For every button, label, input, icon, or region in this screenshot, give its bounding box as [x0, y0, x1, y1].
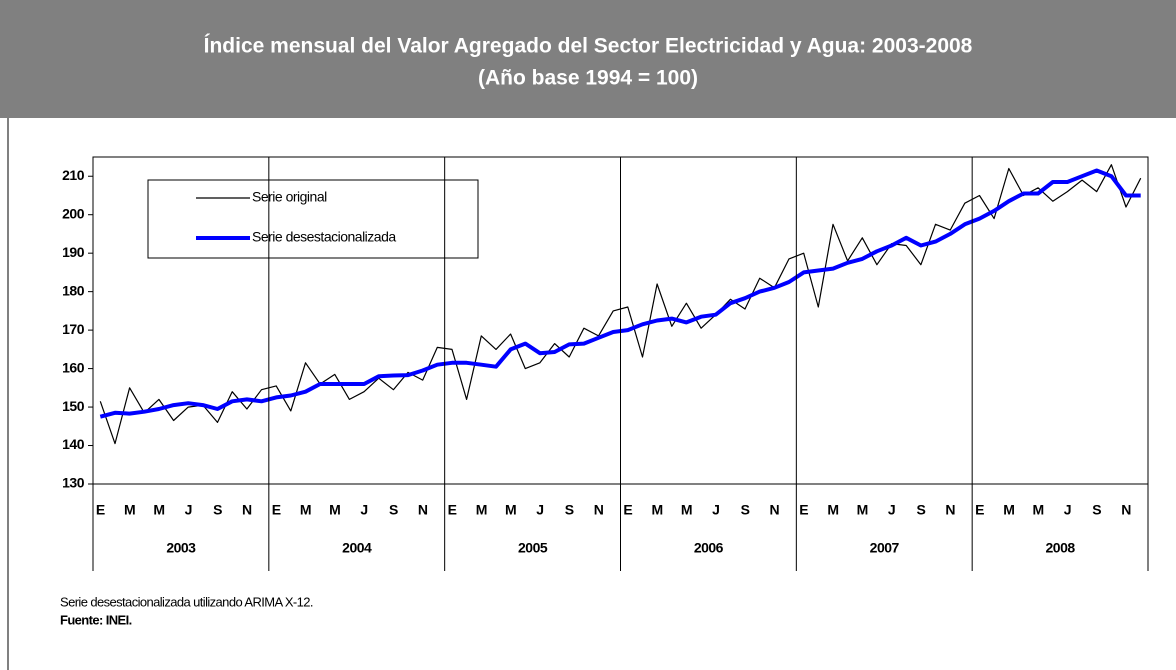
y-tick-label: 190	[62, 244, 85, 260]
x-tick-label: J	[1064, 502, 1071, 518]
y-tick-label: 160	[62, 359, 85, 375]
x-tick-label: J	[360, 502, 367, 518]
y-tick-label: 210	[62, 167, 85, 183]
x-tick-label: J	[536, 502, 543, 518]
x-tick-label: M	[124, 502, 135, 518]
x-tick-label: M	[153, 502, 164, 518]
y-tick-label: 150	[62, 398, 85, 414]
x-tick-label: E	[623, 502, 632, 518]
x-tick-label: S	[213, 502, 222, 518]
x-tick-label: M	[827, 502, 838, 518]
y-tick-label: 200	[62, 205, 85, 221]
x-tick-label: N	[770, 502, 780, 518]
x-tick-label: M	[300, 502, 311, 518]
x-tick-label: N	[1121, 502, 1131, 518]
x-tick-label: S	[916, 502, 925, 518]
year-label: 2004	[342, 540, 372, 556]
x-tick-label: E	[448, 502, 457, 518]
x-tick-label: E	[799, 502, 808, 518]
legend-box	[147, 179, 479, 259]
year-label: 2007	[870, 540, 900, 556]
x-tick-label: E	[975, 502, 984, 518]
x-tick-label: J	[185, 502, 192, 518]
x-tick-label: J	[712, 502, 719, 518]
x-tick-label: S	[389, 502, 398, 518]
x-tick-label: N	[594, 502, 604, 518]
y-tick-label: 170	[62, 321, 85, 337]
x-tick-label: M	[1003, 502, 1014, 518]
x-tick-label: E	[272, 502, 281, 518]
x-tick-label: M	[681, 502, 692, 518]
chart-title: Índice mensual del Valor Agregado del Se…	[204, 35, 973, 58]
year-label: 2005	[518, 540, 548, 556]
source: Fuente: INEI.	[60, 612, 132, 627]
year-label: 2008	[1046, 540, 1076, 556]
x-tick-label: M	[476, 502, 487, 518]
x-tick-label: S	[565, 502, 574, 518]
x-tick-label: M	[857, 502, 868, 518]
x-tick-label: M	[329, 502, 340, 518]
x-tick-label: S	[1092, 502, 1101, 518]
legend-label: Serie original	[252, 189, 327, 205]
x-tick-label: N	[418, 502, 428, 518]
x-tick-label: M	[505, 502, 516, 518]
y-tick-label: 140	[62, 436, 85, 452]
x-tick-label: N	[945, 502, 955, 518]
x-tick-label: N	[242, 502, 252, 518]
header-banner	[0, 0, 1176, 118]
x-tick-label: E	[96, 502, 105, 518]
year-label: 2003	[166, 540, 196, 556]
x-tick-label: J	[888, 502, 895, 518]
x-tick-label: M	[1033, 502, 1044, 518]
y-tick-label: 130	[62, 475, 85, 491]
year-label: 2006	[694, 540, 724, 556]
legend-label: Serie desestacionalizada	[252, 229, 396, 245]
y-tick-label: 180	[62, 282, 85, 298]
x-tick-label: M	[652, 502, 663, 518]
note: Serie desestacionalizada utilizando ARIM…	[60, 594, 313, 609]
chart-subtitle: (Año base 1994 = 100)	[478, 67, 698, 90]
x-tick-label: S	[741, 502, 750, 518]
